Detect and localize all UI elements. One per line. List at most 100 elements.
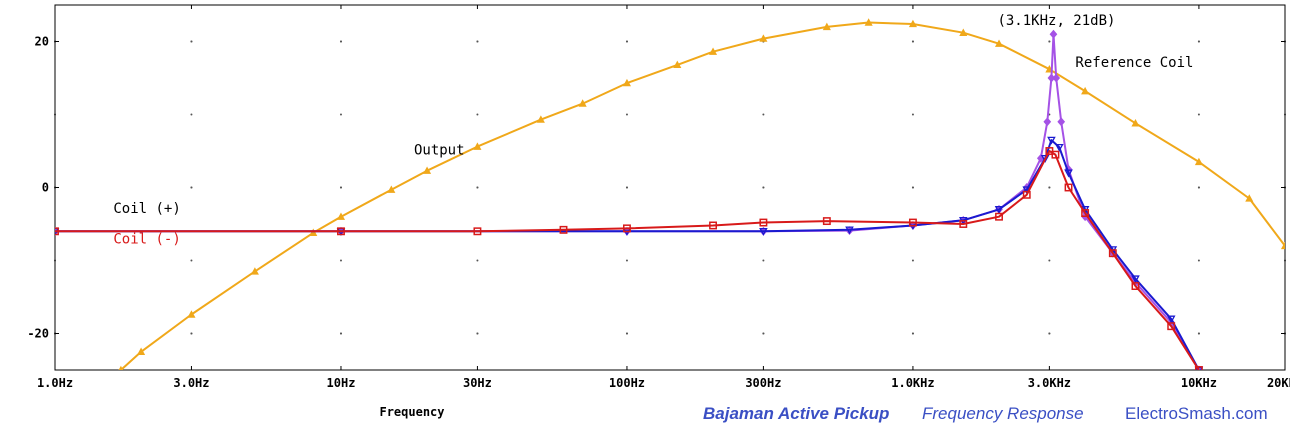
output-point xyxy=(673,60,682,69)
coil-point xyxy=(337,227,345,236)
grid-dot xyxy=(762,186,765,189)
coil-point xyxy=(1051,150,1060,159)
grid-dot xyxy=(911,113,914,116)
coil-point xyxy=(822,217,831,226)
output-point xyxy=(1194,157,1203,166)
grid-dot xyxy=(339,186,342,189)
output-point xyxy=(187,310,196,318)
series-label: Coil (-) xyxy=(113,232,180,248)
coil-point xyxy=(994,206,1004,214)
grid xyxy=(54,40,1286,335)
output-point xyxy=(1081,86,1090,95)
footer-title: Bajaman Active Pickup xyxy=(703,404,890,423)
reference-coil-point xyxy=(1057,117,1066,127)
output-point xyxy=(864,18,873,26)
x-axis-label: Frequency xyxy=(379,405,444,419)
grid-dot xyxy=(625,332,628,335)
coil-point xyxy=(1131,275,1140,284)
series-line-output xyxy=(120,21,1285,370)
y-tick-label: 0 xyxy=(42,181,49,195)
coil-point xyxy=(1081,209,1090,218)
reference-coil-point xyxy=(1043,117,1052,127)
reference-coil-point xyxy=(1052,73,1061,83)
output-point xyxy=(759,34,768,42)
grid-dot xyxy=(1197,259,1200,262)
grid-dot xyxy=(1197,332,1200,335)
series-label: Coil (+) xyxy=(113,201,180,217)
grid-dot xyxy=(476,113,479,116)
output-point xyxy=(250,267,259,275)
grid-dot xyxy=(476,259,479,262)
axis-ticks: 1.0Hz 3.0Hz 10Hz 30Hz 100Hz 300Hz 1.0KHz 3.0KHz… xyxy=(27,5,1290,390)
coil-point xyxy=(1022,190,1031,199)
grid-dot xyxy=(762,113,765,116)
grid-dot xyxy=(339,40,342,43)
grid-dot xyxy=(190,113,193,116)
coil-point xyxy=(1047,136,1056,145)
output-point xyxy=(336,212,346,220)
output-point xyxy=(423,166,432,174)
coil-point xyxy=(55,227,59,236)
grid-dot xyxy=(339,259,342,262)
output-point xyxy=(709,47,718,55)
output-point xyxy=(1131,119,1140,127)
grid-dot xyxy=(1197,186,1200,189)
coil-point xyxy=(1131,282,1140,291)
series-line-coil xyxy=(55,150,1200,370)
x-tick-label: 10Hz xyxy=(327,376,356,390)
output-point xyxy=(137,347,146,355)
coil-point xyxy=(1064,169,1073,178)
grid-dot xyxy=(476,332,479,335)
grid-dot xyxy=(1048,332,1051,335)
output-point xyxy=(994,39,1004,47)
coil-point xyxy=(908,218,917,227)
coil-point xyxy=(995,212,1003,221)
grid-dot xyxy=(911,40,914,43)
coil-point xyxy=(709,221,717,230)
coil-point xyxy=(1167,322,1176,331)
grid-dot xyxy=(476,40,479,43)
output-point xyxy=(118,365,124,370)
x-tick-label: 3.0KHz xyxy=(1028,376,1071,390)
x-tick-label: 100Hz xyxy=(609,376,645,390)
coil-point xyxy=(559,225,568,234)
grid-dot xyxy=(476,186,479,189)
output-point xyxy=(578,99,587,107)
x-tick-label: 1.0KHz xyxy=(891,376,934,390)
x-tick-label: 300Hz xyxy=(745,376,781,390)
coil-point xyxy=(473,227,482,236)
grid-dot xyxy=(625,40,628,43)
coil-point xyxy=(1194,366,1203,370)
coil-point xyxy=(845,226,854,235)
grid-dot xyxy=(1197,40,1200,43)
series-output xyxy=(118,18,1285,370)
coil-point xyxy=(1108,249,1117,258)
grid-dot xyxy=(625,259,628,262)
coil-point xyxy=(1040,154,1050,163)
output-point xyxy=(959,28,968,36)
series-lines xyxy=(55,18,1285,370)
grid-dot xyxy=(625,186,628,189)
peak-annotation: (3.1KHz, 21dB) xyxy=(997,13,1115,29)
footer-site: ElectroSmash.com xyxy=(1125,404,1268,423)
grid-dot xyxy=(190,186,193,189)
grid-dot xyxy=(190,40,193,43)
coil-point xyxy=(759,227,768,236)
grid-dot xyxy=(911,332,914,335)
series-label: Reference Coil xyxy=(1075,55,1193,71)
grid-dot xyxy=(762,259,765,262)
grid-dot xyxy=(1048,186,1051,189)
output-point xyxy=(536,115,545,123)
series-label: Output xyxy=(414,143,465,159)
series-coil xyxy=(55,147,1203,370)
series-line-coil xyxy=(55,139,1200,370)
grid-dot xyxy=(1048,259,1051,262)
grid-dot xyxy=(339,332,342,335)
grid-dot xyxy=(762,332,765,335)
x-tick-label: 3.0Hz xyxy=(173,376,209,390)
grid-dot xyxy=(1048,40,1051,43)
coil-point xyxy=(1166,315,1176,324)
output-point xyxy=(1280,241,1285,250)
coil-point xyxy=(759,218,768,227)
grid-dot xyxy=(190,259,193,262)
